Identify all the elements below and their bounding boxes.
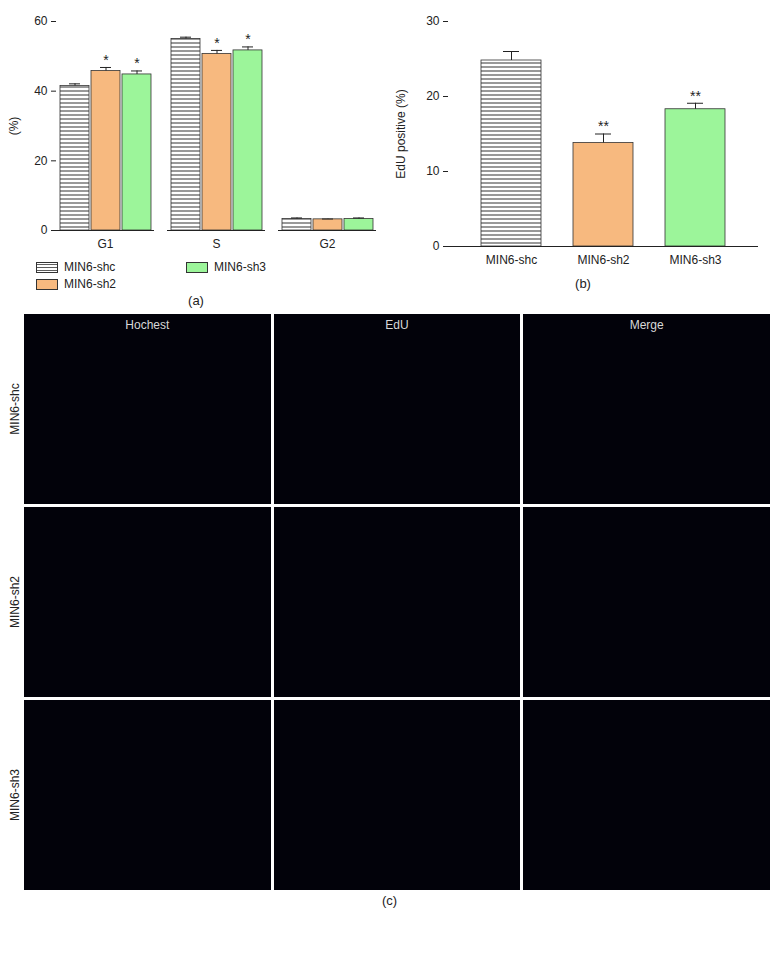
svg-text:0: 0 xyxy=(433,239,440,253)
svg-text:MIN6-sh3: MIN6-sh3 xyxy=(669,253,721,267)
svg-text:(%): (%) xyxy=(7,117,21,136)
html-text:Hochest: Hochest xyxy=(125,318,170,332)
svg-text:20: 20 xyxy=(426,89,440,103)
svg-text:*: * xyxy=(103,52,109,68)
html-text:(b): (b) xyxy=(575,276,591,291)
svg-text:10: 10 xyxy=(426,164,440,178)
svg-text:30: 30 xyxy=(426,14,440,28)
html-text:EdU: EdU xyxy=(385,318,409,332)
svg-text:0: 0 xyxy=(41,223,48,237)
svg-text:MIN6-sh2: MIN6-sh2 xyxy=(577,253,629,267)
html-text:MIN6-shc: MIN6-shc xyxy=(64,260,116,274)
html-text:MIN6-sh3: MIN6-sh3 xyxy=(214,260,266,274)
svg-text:*: * xyxy=(245,31,251,47)
svg-text:20: 20 xyxy=(34,154,48,168)
svg-text:*: * xyxy=(214,35,220,51)
svg-text:**: ** xyxy=(598,118,609,134)
svg-text:G1: G1 xyxy=(97,237,113,251)
svg-text:*: * xyxy=(134,55,140,71)
html-text:Merge: Merge xyxy=(629,318,664,332)
svg-text:60: 60 xyxy=(34,14,48,28)
html-text:(c): (c) xyxy=(381,893,398,908)
svg-text:MIN6-shc: MIN6-shc xyxy=(486,253,537,267)
svg-text:G2: G2 xyxy=(319,237,335,251)
html-text:MIN6-sh2: MIN6-sh2 xyxy=(8,576,22,628)
html-text:MIN6-shc: MIN6-shc xyxy=(8,383,22,435)
svg-text:**: ** xyxy=(690,88,701,104)
svg-text:EdU positive (%): EdU positive (%) xyxy=(394,89,408,178)
html-text:MIN6-sh2: MIN6-sh2 xyxy=(64,277,116,291)
html-text:MIN6-sh3: MIN6-sh3 xyxy=(8,769,22,821)
svg-text:40: 40 xyxy=(34,84,48,98)
html-text:(a): (a) xyxy=(188,293,204,308)
svg-text:S: S xyxy=(212,237,220,251)
